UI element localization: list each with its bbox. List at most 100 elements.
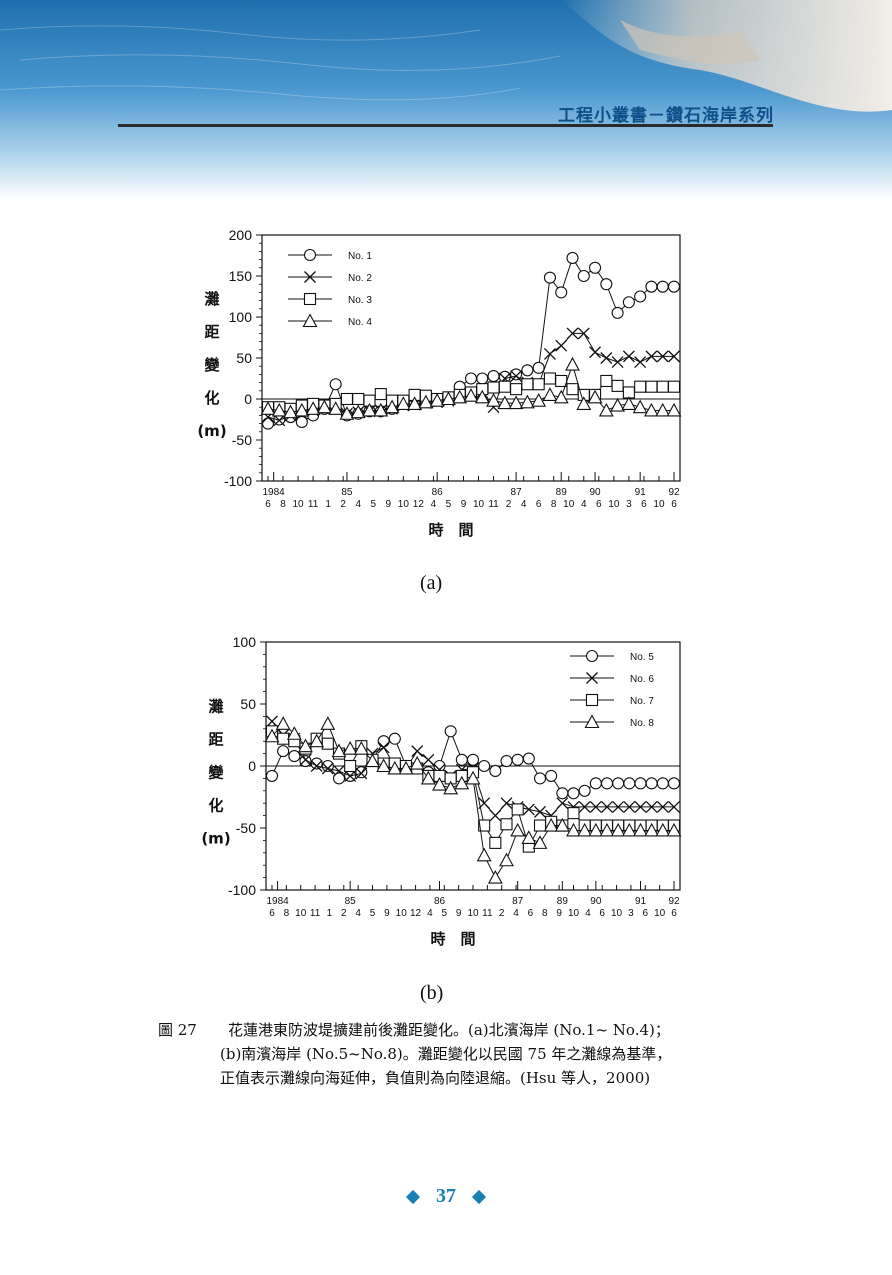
y-tick-label: 50 <box>236 350 252 366</box>
y-axis-label-char: 距 <box>208 730 223 748</box>
x-month-label: 9 <box>384 908 390 919</box>
data-point <box>632 399 648 414</box>
x-month-label: 10 <box>295 908 307 919</box>
data-point <box>264 728 280 743</box>
data-point <box>577 327 590 340</box>
data-point <box>611 379 624 392</box>
data-point <box>600 374 613 388</box>
legend-marker <box>585 649 599 663</box>
data-point <box>466 753 480 766</box>
data-point <box>531 392 547 407</box>
data-point <box>621 396 637 410</box>
data-point <box>611 356 624 369</box>
data-point <box>418 394 434 409</box>
data-point <box>611 306 624 319</box>
x-month-label: 12 <box>410 908 422 919</box>
x-month-label: 5 <box>442 908 448 919</box>
data-point <box>566 327 579 340</box>
data-point <box>612 777 625 790</box>
x-year-label: 90 <box>589 487 601 498</box>
x-month-label: 4 <box>513 908 519 919</box>
data-point <box>443 780 459 795</box>
data-point <box>333 765 345 777</box>
y-tick-label: 50 <box>240 696 256 712</box>
x-month-label: 10 <box>473 499 485 510</box>
x-month-label: 6 <box>269 908 275 919</box>
data-point <box>555 286 568 299</box>
data-point <box>478 759 491 773</box>
data-point <box>545 769 558 782</box>
y-axis-label-char: 灘 <box>208 697 223 715</box>
data-point <box>340 392 353 406</box>
data-point <box>476 847 492 862</box>
x-month-label: 6 <box>596 499 602 510</box>
data-point <box>623 777 636 790</box>
data-point <box>355 767 368 780</box>
data-point <box>497 395 513 410</box>
data-point <box>610 822 626 837</box>
x-month-label: 1 <box>325 499 331 510</box>
data-point <box>344 759 357 773</box>
data-point <box>612 800 625 813</box>
legend-label: No. 5 <box>630 652 654 663</box>
x-month-label: 10 <box>653 499 665 510</box>
data-point <box>543 372 556 385</box>
data-point <box>331 743 347 758</box>
data-point <box>350 404 366 419</box>
data-point <box>288 750 301 763</box>
data-point <box>478 819 491 832</box>
data-point <box>566 383 579 396</box>
y-tick-label: -50 <box>236 820 256 836</box>
data-point <box>599 822 615 837</box>
data-point <box>407 396 423 410</box>
x-month-label: 11 <box>488 499 499 510</box>
data-point <box>519 394 535 409</box>
y-tick-label: 100 <box>229 309 253 325</box>
data-point <box>374 388 387 401</box>
data-point <box>576 396 592 410</box>
legend-label: No. 4 <box>348 317 372 328</box>
data-point <box>429 392 445 407</box>
data-point <box>339 406 355 420</box>
data-point <box>508 395 524 410</box>
x-month-label: 4 <box>581 499 587 510</box>
x-month-label: 10 <box>654 908 666 919</box>
data-point <box>656 350 669 363</box>
y-tick-label: 0 <box>248 758 256 774</box>
data-point <box>645 777 658 790</box>
x-month-label: 6 <box>671 908 677 919</box>
x-year-label: 91 <box>635 487 647 498</box>
x-month-label: 4 <box>431 499 437 510</box>
data-point <box>409 755 425 770</box>
x-month-label: 9 <box>461 499 467 510</box>
x-month-label: 4 <box>427 908 433 919</box>
data-point <box>622 296 635 309</box>
data-point <box>271 402 287 417</box>
data-point <box>489 764 502 778</box>
data-point <box>266 715 278 728</box>
data-point <box>352 392 365 406</box>
data-point <box>668 800 680 813</box>
panel-a-label: (a) <box>420 572 443 594</box>
data-point <box>578 800 591 813</box>
data-point <box>420 770 436 785</box>
data-point <box>578 784 591 797</box>
series-3 <box>264 716 682 884</box>
data-point <box>342 740 358 755</box>
data-point <box>398 760 414 775</box>
x-month-label: 12 <box>413 499 425 510</box>
y-tick-label: -100 <box>224 473 252 489</box>
data-point <box>600 278 613 291</box>
y-axis-label-char: (m) <box>201 829 230 847</box>
x-year-label: 92 <box>668 487 680 498</box>
caption-line-1: 花蓮港東防波堤擴建前後灘距變化。(a)北濱海岸 (No.1~ No.4)； <box>228 1021 670 1039</box>
caption-number: 圖 27 <box>158 1021 197 1039</box>
x-month-label: 8 <box>542 908 548 919</box>
x-month-label: 9 <box>386 499 392 510</box>
data-point <box>634 356 647 369</box>
header-banner <box>0 0 892 200</box>
data-point <box>309 733 325 748</box>
caption-line-2: (b)南濱海岸 (No.5~No.8)。灘距變化以民國 75 年之灘線為基準， <box>220 1045 672 1063</box>
data-point <box>522 752 535 765</box>
